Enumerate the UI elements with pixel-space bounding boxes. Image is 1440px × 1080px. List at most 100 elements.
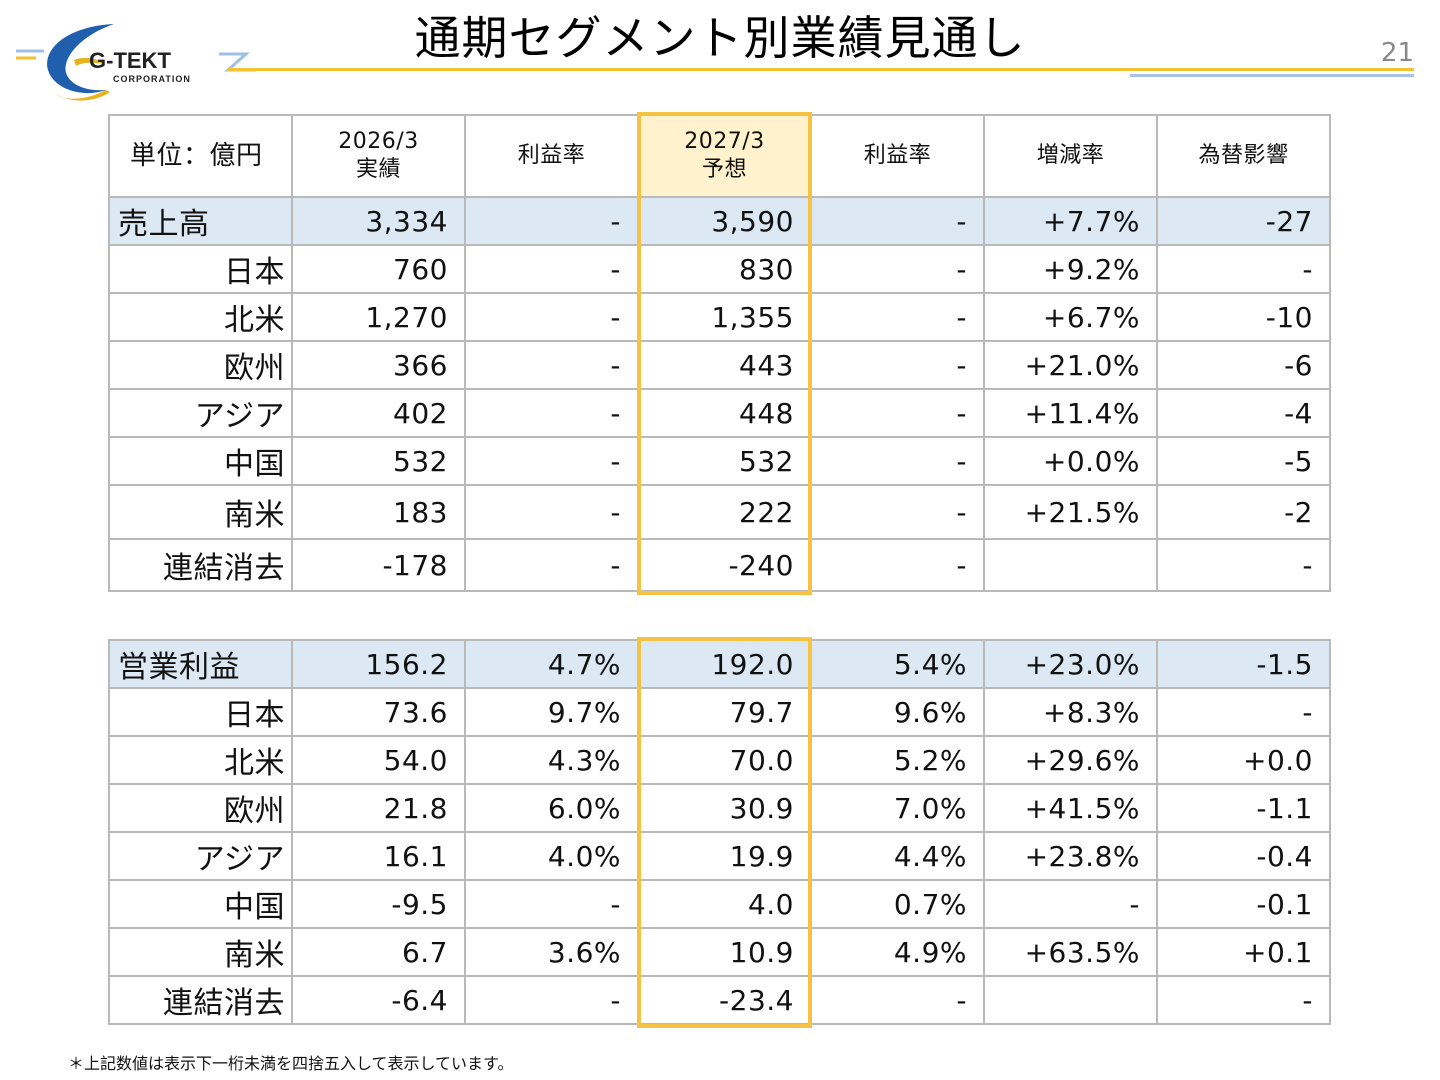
cell-value: -2 bbox=[1156, 484, 1331, 540]
table-row: 欧州 21.8 6.0% 30.9 7.0% +41.5% -1.1 bbox=[108, 783, 1331, 833]
cell-value: 532 bbox=[637, 436, 812, 486]
cell-value: - bbox=[810, 196, 985, 246]
cell-value: +63.5% bbox=[983, 927, 1158, 977]
cell-value: -6 bbox=[1156, 340, 1331, 390]
row-label: アジア bbox=[108, 388, 293, 438]
table-row-net-sales: 売上高 3,334 - 3,590 - +7.7% -27 bbox=[108, 196, 1331, 246]
row-label: 連結消去 bbox=[108, 538, 293, 592]
cell-value: 9.6% bbox=[810, 687, 985, 737]
header-margin-2027: 利益率 bbox=[810, 114, 985, 198]
row-label: 営業利益 bbox=[108, 639, 293, 689]
row-label: 中国 bbox=[108, 879, 293, 929]
cell-value: -9.5 bbox=[291, 879, 466, 929]
cell-value bbox=[983, 975, 1158, 1025]
cell-value: 21.8 bbox=[291, 783, 466, 833]
cell-value: - bbox=[983, 879, 1158, 929]
operating-income-table: 営業利益 156.2 4.7% 192.0 5.4% +23.0% -1.5 日… bbox=[108, 639, 1331, 1025]
cell-value: - bbox=[810, 975, 985, 1025]
cell-value: -23.4 bbox=[637, 975, 812, 1025]
row-label: アジア bbox=[108, 831, 293, 881]
cell-value: - bbox=[810, 244, 985, 294]
cell-value: 54.0 bbox=[291, 735, 466, 785]
cell-value: - bbox=[810, 388, 985, 438]
table-row: 日本 73.6 9.7% 79.7 9.6% +8.3% - bbox=[108, 687, 1331, 737]
cell-value: 1,355 bbox=[637, 292, 812, 342]
cell-value: 4.4% bbox=[810, 831, 985, 881]
cell-value: - bbox=[810, 436, 985, 486]
footnote: ＊上記数値は表示下一桁未満を四捨五入して表示しています。 bbox=[68, 1054, 514, 1073]
row-label: 連結消去 bbox=[108, 975, 293, 1025]
cell-value: -27 bbox=[1156, 196, 1331, 246]
sales-forecast-table: 単位：億円 2026/3 実績 利益率 2027/3 予想 利益率 増減率 為替… bbox=[108, 114, 1331, 592]
cell-value: - bbox=[464, 538, 639, 592]
cell-value: 16.1 bbox=[291, 831, 466, 881]
page-number: 21 bbox=[1380, 38, 1414, 68]
cell-value: 448 bbox=[637, 388, 812, 438]
cell-value: - bbox=[464, 484, 639, 540]
cell-value: 1,270 bbox=[291, 292, 466, 342]
fy2026-actual-label: 2026/3 実績 bbox=[338, 129, 419, 182]
cell-value: 30.9 bbox=[637, 783, 812, 833]
cell-value: 0.7% bbox=[810, 879, 985, 929]
row-label: 南米 bbox=[108, 484, 293, 540]
cell-value: 6.0% bbox=[464, 783, 639, 833]
cell-value: 830 bbox=[637, 244, 812, 294]
cell-value: 5.4% bbox=[810, 639, 985, 689]
title-underline-blue bbox=[1130, 74, 1414, 77]
table-row: 欧州 366 - 443 - +21.0% -6 bbox=[108, 340, 1331, 390]
cell-value: 4.0% bbox=[464, 831, 639, 881]
row-label: 北米 bbox=[108, 292, 293, 342]
cell-value: 7.0% bbox=[810, 783, 985, 833]
cell-value: -178 bbox=[291, 538, 466, 592]
cell-value: 3,334 bbox=[291, 196, 466, 246]
cell-value: -10 bbox=[1156, 292, 1331, 342]
cell-value: +9.2% bbox=[983, 244, 1158, 294]
row-label: 売上高 bbox=[108, 196, 293, 246]
cell-value: 192.0 bbox=[637, 639, 812, 689]
table-row: アジア 402 - 448 - +11.4% -4 bbox=[108, 388, 1331, 438]
row-label: 北米 bbox=[108, 735, 293, 785]
cell-value: - bbox=[464, 292, 639, 342]
cell-value: 9.7% bbox=[464, 687, 639, 737]
cell-value: +21.0% bbox=[983, 340, 1158, 390]
cell-value: +7.7% bbox=[983, 196, 1158, 246]
row-label: 日本 bbox=[108, 244, 293, 294]
cell-value: - bbox=[1156, 244, 1331, 294]
title-underline-yellow bbox=[228, 68, 1414, 71]
table-row: 南米 183 - 222 - +21.5% -2 bbox=[108, 484, 1331, 540]
row-label: 中国 bbox=[108, 436, 293, 486]
table-row: 日本 760 - 830 - +9.2% - bbox=[108, 244, 1331, 294]
cell-value: +23.0% bbox=[983, 639, 1158, 689]
cell-value: - bbox=[810, 538, 985, 592]
cell-value: 6.7 bbox=[291, 927, 466, 977]
cell-value: - bbox=[810, 484, 985, 540]
header-fy2027-forecast: 2027/3 予想 bbox=[637, 114, 812, 198]
cell-value: 5.2% bbox=[810, 735, 985, 785]
cell-value: - bbox=[810, 292, 985, 342]
cell-value: +21.5% bbox=[983, 484, 1158, 540]
row-label: 欧州 bbox=[108, 340, 293, 390]
table-row: 連結消去 -178 - -240 - - bbox=[108, 538, 1331, 592]
svg-text:G-TEKT: G-TEKT bbox=[89, 48, 171, 73]
cell-value: - bbox=[464, 196, 639, 246]
cell-value: 156.2 bbox=[291, 639, 466, 689]
cell-value: +0.0% bbox=[983, 436, 1158, 486]
cell-value: +0.0 bbox=[1156, 735, 1331, 785]
row-label: 日本 bbox=[108, 687, 293, 737]
cell-value: -5 bbox=[1156, 436, 1331, 486]
cell-value: - bbox=[464, 975, 639, 1025]
table-row: アジア 16.1 4.0% 19.9 4.4% +23.8% -0.4 bbox=[108, 831, 1331, 881]
table-row-operating-income: 営業利益 156.2 4.7% 192.0 5.4% +23.0% -1.5 bbox=[108, 639, 1331, 689]
cell-value: +23.8% bbox=[983, 831, 1158, 881]
cell-value: - bbox=[464, 244, 639, 294]
table-row: 連結消去 -6.4 - -23.4 - - bbox=[108, 975, 1331, 1025]
cell-value: - bbox=[464, 388, 639, 438]
cell-value bbox=[983, 538, 1158, 592]
cell-value: +6.7% bbox=[983, 292, 1158, 342]
logo-swoosh-icon: G-TEKT CORPORATION bbox=[16, 24, 256, 101]
cell-value: 4.9% bbox=[810, 927, 985, 977]
cell-value: - bbox=[810, 340, 985, 390]
header-margin-2026: 利益率 bbox=[464, 114, 639, 198]
table-row: 北米 1,270 - 1,355 - +6.7% -10 bbox=[108, 292, 1331, 342]
cell-value: +0.1 bbox=[1156, 927, 1331, 977]
